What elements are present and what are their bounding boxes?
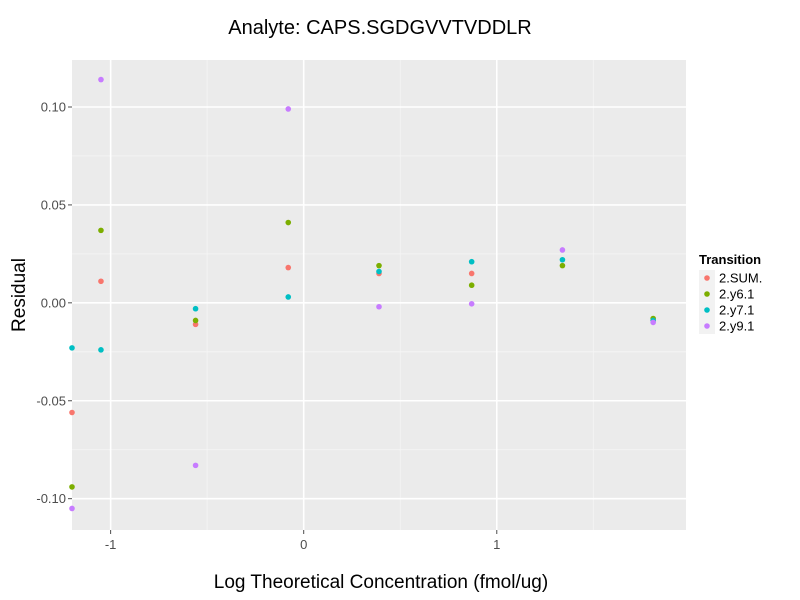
data-point bbox=[285, 294, 292, 300]
data-point bbox=[98, 76, 104, 83]
legend: Transition 2.SUM.2.y6.12.y7.12.y9.1 bbox=[699, 252, 762, 334]
legend-marker bbox=[704, 291, 710, 297]
y-tick-label: 0.00 bbox=[41, 295, 66, 310]
y-tick-label: 0.10 bbox=[41, 100, 66, 115]
data-point bbox=[69, 505, 75, 512]
data-point bbox=[468, 270, 475, 277]
data-points bbox=[69, 76, 656, 512]
legend-items: 2.SUM.2.y6.12.y7.12.y9.1 bbox=[699, 270, 762, 334]
data-point bbox=[468, 282, 475, 289]
legend-marker bbox=[704, 307, 710, 313]
data-point bbox=[98, 227, 104, 234]
y-tick-label: 0.05 bbox=[41, 197, 66, 212]
data-point bbox=[285, 219, 292, 226]
data-point bbox=[69, 484, 75, 490]
x-tick-label: -1 bbox=[105, 537, 117, 552]
data-point bbox=[650, 319, 656, 326]
data-point bbox=[559, 247, 566, 253]
data-point bbox=[192, 321, 199, 328]
data-point bbox=[376, 303, 382, 310]
data-point bbox=[376, 262, 382, 269]
legend-label: 2.SUM. bbox=[719, 271, 762, 286]
legend-label: 2.y6.1 bbox=[719, 287, 754, 302]
x-axis-ticks: -1 0 1 bbox=[105, 530, 500, 552]
y-tick-label: -0.05 bbox=[36, 393, 66, 408]
legend-label: 2.y9.1 bbox=[719, 319, 754, 334]
plot-panel bbox=[72, 60, 686, 530]
legend-title: Transition bbox=[699, 252, 761, 267]
data-point bbox=[376, 268, 382, 275]
legend-label: 2.y7.1 bbox=[719, 303, 754, 318]
data-point bbox=[192, 317, 199, 324]
data-point bbox=[69, 345, 75, 351]
minor-gridlines bbox=[72, 60, 686, 530]
legend-marker bbox=[704, 323, 710, 329]
legend-marker bbox=[704, 275, 710, 281]
x-tick-label: 0 bbox=[300, 537, 307, 552]
y-tick-label: -0.10 bbox=[36, 491, 66, 506]
chart-title: Analyte: CAPS.SGDGVVTVDDLR bbox=[228, 17, 531, 39]
data-point bbox=[192, 462, 199, 469]
y-axis-title: Residual bbox=[9, 258, 30, 332]
data-point bbox=[468, 301, 475, 307]
major-gridlines bbox=[72, 60, 686, 530]
data-point bbox=[192, 305, 199, 312]
data-point bbox=[98, 347, 104, 353]
data-point bbox=[285, 264, 292, 271]
data-point bbox=[285, 106, 292, 112]
data-point bbox=[559, 256, 566, 263]
data-point bbox=[559, 262, 566, 269]
x-axis-title: Log Theoretical Concentration (fmol/ug) bbox=[214, 572, 548, 593]
x-tick-label: 1 bbox=[493, 537, 500, 552]
data-point bbox=[69, 409, 75, 416]
y-axis-ticks: -0.10 -0.05 0.00 0.05 0.10 bbox=[36, 100, 72, 506]
data-point bbox=[98, 278, 104, 285]
data-point bbox=[468, 258, 475, 265]
